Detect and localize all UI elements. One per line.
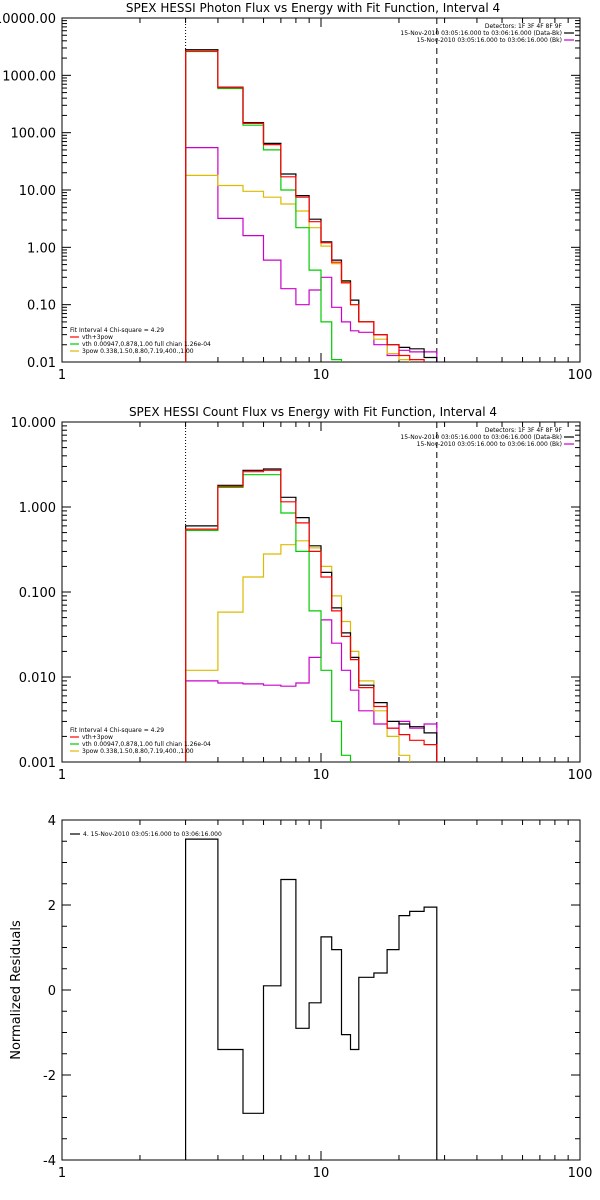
chart-panel-3: 1 10 100 4 2 0 -2 -4 Normalized Residuals 4. 15-N… (9, 814, 592, 1181)
series-vth-3pow (185, 469, 438, 762)
series-vth (185, 50, 343, 362)
legend-topright-text: 15-Nov-2010 03:05:16.000 to 03:06:16.000… (400, 30, 562, 37)
series-3pow (185, 174, 411, 362)
legend-bottomleft-text: 3pow 0.338,1.50,8.80,7.19,400.,1.00 (82, 748, 194, 755)
chart-panel-2: SPEX HESSI Count Flux vs Energy with Fit… (11, 405, 593, 783)
y-tick-label: 10.000 (11, 416, 57, 431)
y-tick-label: 4 (48, 814, 56, 829)
y-axis-label: Normalized Residuals (9, 920, 24, 1060)
chart-title: SPEX HESSI Count Flux vs Energy with Fit… (129, 405, 497, 419)
legend-topleft-text: 4. 15-Nov-2010 03:05:16.000 to 03:06:16.… (83, 831, 222, 838)
y-tick-label: 1.000 (19, 501, 56, 516)
legend-topright-text: 15-Nov-2010 03:05:16.000 to 03:06:16.000… (400, 434, 562, 441)
x-tick-label: 10 (313, 368, 330, 383)
y-tick-label: 0.010 (19, 671, 56, 686)
y-tick-label: 0.001 (19, 756, 56, 771)
series-data-bk (185, 468, 438, 762)
y-tick-label: 10.00 (19, 184, 56, 199)
x-tick-label: 100 (568, 368, 593, 383)
legend-bottomleft-text: vth+3pow (82, 734, 113, 741)
chart-title: SPEX HESSI Photon Flux vs Energy with Fi… (126, 1, 500, 15)
x-tick-label: 1 (58, 368, 66, 383)
y-tick-label: 0.10 (27, 299, 56, 314)
y-tick-label: 0.01 (27, 356, 56, 371)
series-bk (185, 619, 438, 762)
y-tick-label: 2 (48, 899, 56, 914)
legend-topright-text: Detectors: 1F 3F 4F 8F 9F (485, 427, 563, 434)
legend-bottomleft-text: Fit Interval 4 Chi-square = 4.29 (70, 327, 164, 334)
x-tick-label: 10 (313, 768, 330, 783)
x-tick-label: 10 (313, 1166, 330, 1181)
y-tick-label: 0 (48, 984, 56, 999)
legend-bottomleft-text: vth+3pow (82, 334, 113, 341)
legend-bottomleft-text: vth 0.00947,0.878,1.00 full chian 1.26e-… (82, 341, 211, 348)
legend-topright-text: 15-Nov-2010 03:05:16.000 to 03:06:16.000… (417, 37, 562, 44)
y-tick-label: -4 (43, 1154, 56, 1169)
series-data-bk (185, 49, 438, 362)
y-tick-label: 10000.00 (0, 12, 56, 27)
x-tick-label: 100 (568, 1166, 593, 1181)
y-tick-label: 1000.00 (2, 69, 56, 84)
plot-frame (61, 421, 581, 763)
chart-panel-1: SPEX HESSI Photon Flux vs Energy with Fi… (0, 1, 592, 383)
series-4-15-nov-2010-03-05-16-000-to-03-06-16-000 (185, 838, 438, 1160)
x-tick-label: 1 (58, 1166, 66, 1181)
series-vth-3pow (185, 50, 425, 362)
legend-topright-text: Detectors: 1F 3F 4F 8F 9F (485, 23, 563, 30)
x-tick-label: 1 (58, 768, 66, 783)
legend-topright-text: 15-Nov-2010 03:05:16.000 to 03:06:16.000… (417, 441, 562, 448)
legend-bottomleft-text: vth 0.00947,0.878,1.00 full chian 1.26e-… (82, 741, 211, 748)
series-3pow (185, 540, 411, 762)
y-tick-label: -2 (43, 1069, 56, 1084)
legend-bottomleft-text: Fit Interval 4 Chi-square = 4.29 (70, 727, 164, 734)
y-tick-label: 0.100 (19, 586, 56, 601)
y-tick-label: 1.00 (27, 241, 56, 256)
y-tick-label: 100.00 (11, 127, 57, 142)
x-tick-label: 100 (568, 768, 593, 783)
legend-bottomleft-text: 3pow 0.338,1.50,8.80,7.19,400.,1.00 (82, 348, 194, 355)
